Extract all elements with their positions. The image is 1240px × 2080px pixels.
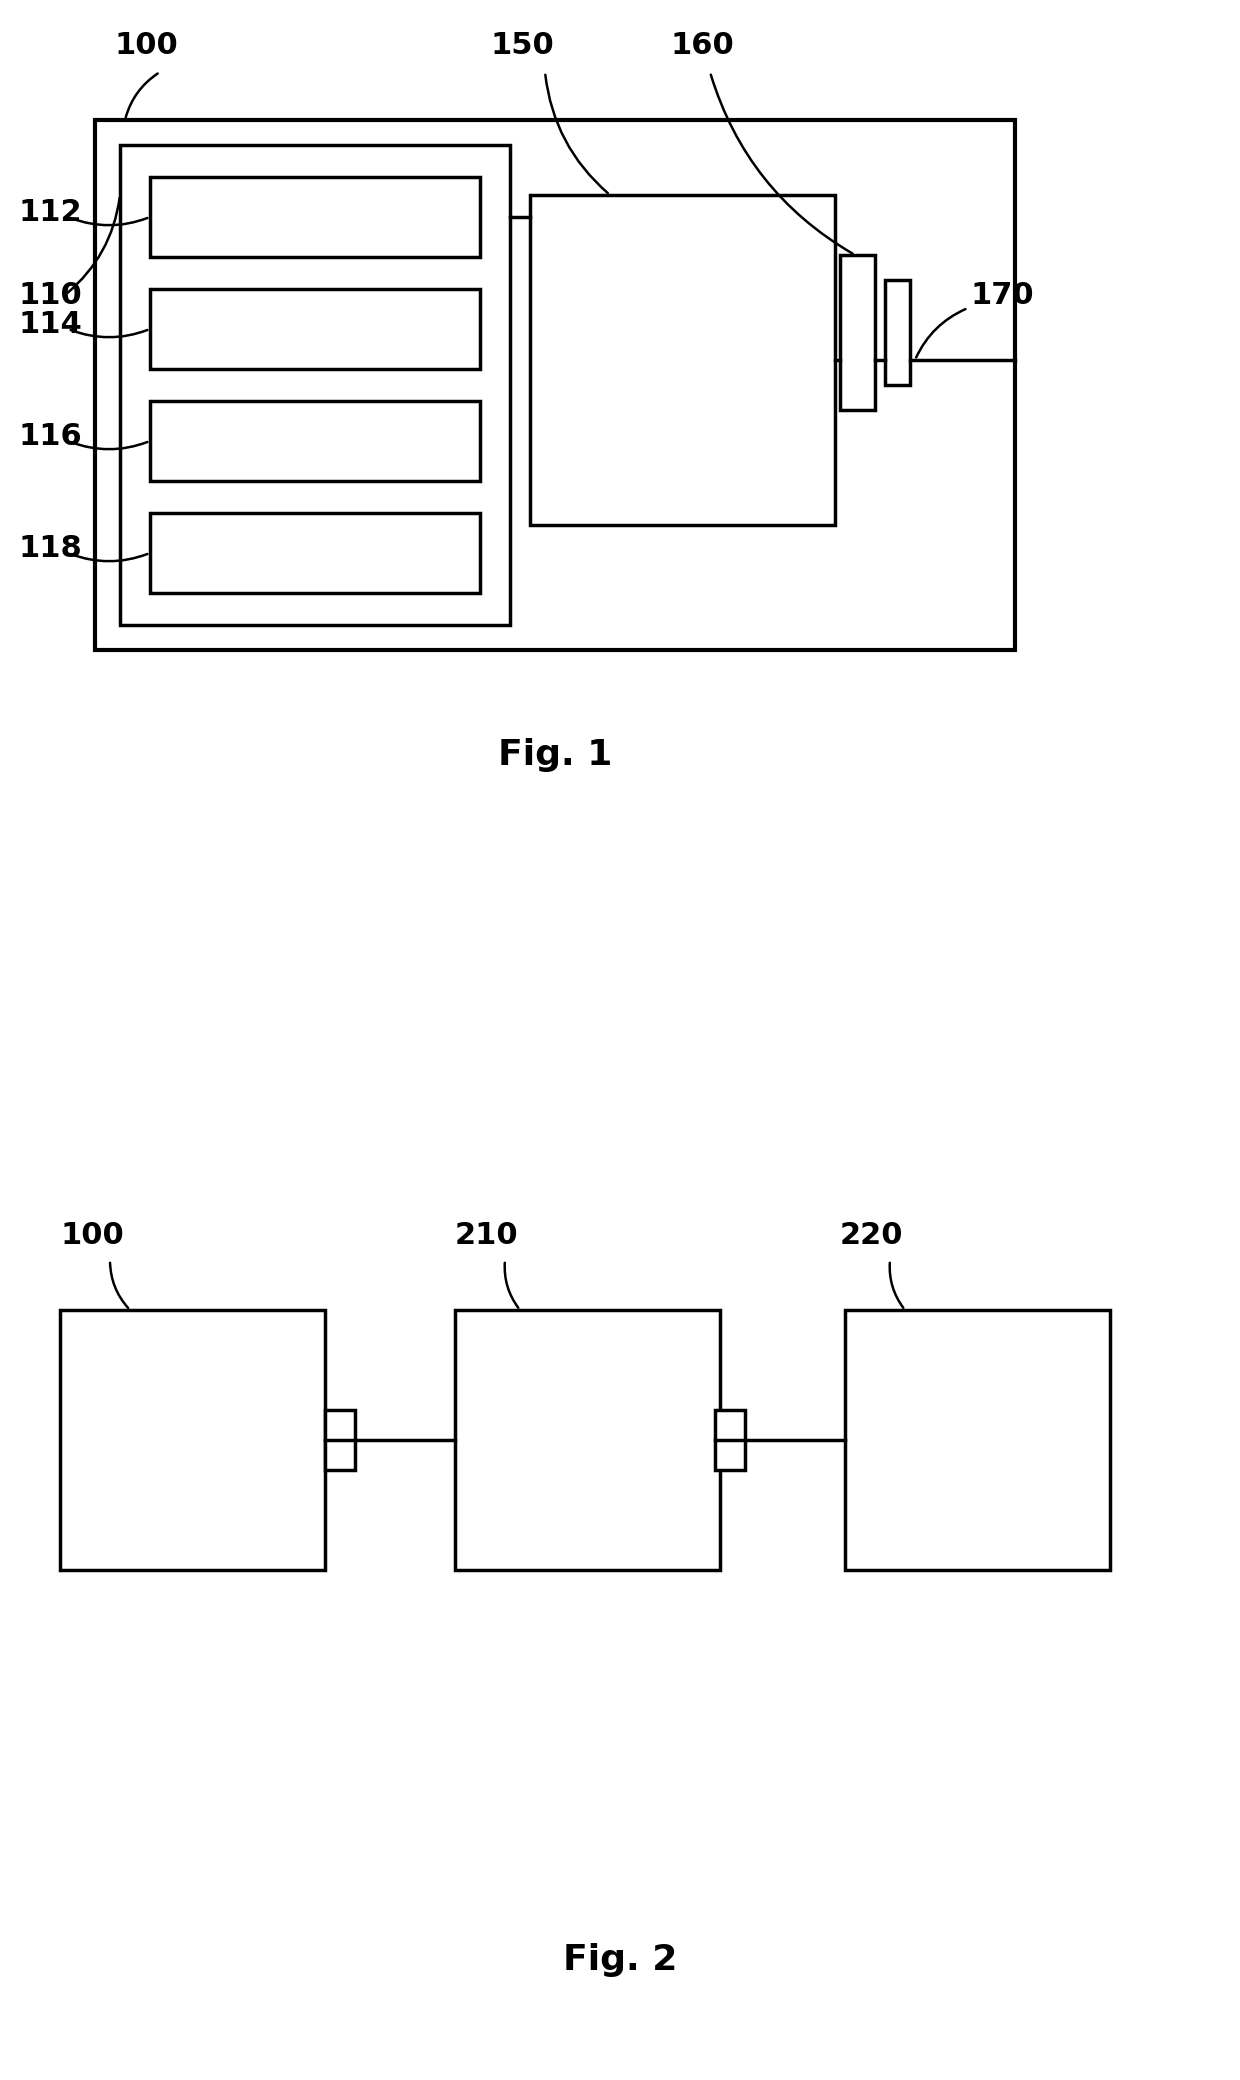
- Text: 170: 170: [970, 281, 1034, 310]
- Bar: [529, 196, 835, 524]
- Bar: [60, 1310, 325, 1570]
- Bar: [150, 177, 480, 258]
- Text: 114: 114: [19, 310, 82, 339]
- Bar: [95, 121, 1016, 651]
- Text: Fig. 1: Fig. 1: [497, 738, 613, 772]
- Text: 116: 116: [19, 422, 82, 451]
- Text: 210: 210: [455, 1221, 518, 1250]
- Bar: [715, 1410, 745, 1471]
- Bar: [150, 289, 480, 368]
- Text: 150: 150: [490, 31, 554, 60]
- Bar: [844, 1310, 1110, 1570]
- Text: 160: 160: [670, 31, 734, 60]
- Text: 112: 112: [19, 198, 82, 227]
- Text: 100: 100: [115, 31, 179, 60]
- Text: 220: 220: [839, 1221, 904, 1250]
- Bar: [150, 401, 480, 480]
- Bar: [885, 281, 910, 385]
- Text: 100: 100: [60, 1221, 124, 1250]
- Bar: [455, 1310, 720, 1570]
- Text: Fig. 2: Fig. 2: [563, 1943, 677, 1976]
- Bar: [325, 1410, 355, 1471]
- Bar: [150, 514, 480, 593]
- Bar: [839, 256, 875, 410]
- Text: 110: 110: [19, 281, 82, 310]
- Bar: [120, 146, 510, 624]
- Text: 118: 118: [19, 532, 82, 562]
